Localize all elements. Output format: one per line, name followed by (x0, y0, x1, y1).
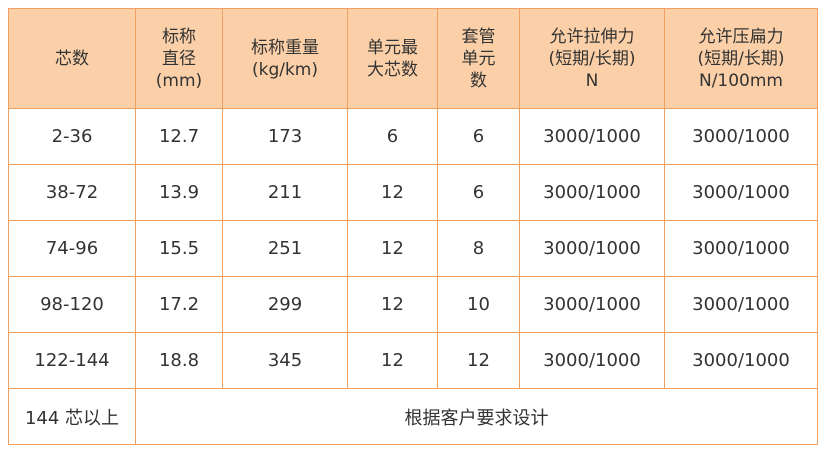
table-container: 芯数 标称 直径 (mm) 标称重量 (kg/km) 单元最 大芯数 套管 单元数允许拉伸力 (短期… (8, 8, 818, 445)
header-text: N (585, 70, 599, 91)
cell: 17.2 (135, 276, 223, 333)
cell: 10 (437, 276, 520, 333)
cell: 3000/1000 (664, 108, 818, 165)
cell: 74-96 (8, 220, 136, 277)
cell: 3000/1000 (519, 332, 665, 389)
header-text: 单元 (461, 48, 496, 69)
header-text: (mm) (155, 70, 203, 91)
cell: 2-36 (8, 108, 136, 165)
header-cell: 标称重量 (kg/km) (222, 8, 348, 109)
cell: 12 (347, 220, 438, 277)
data-row: 38-72 13.9 211 12 6 3000/1000 3000/1000 (8, 164, 818, 221)
cell: 6 (437, 164, 520, 221)
cell: 173 (222, 108, 348, 165)
cell: 38-72 (8, 164, 136, 221)
cell: 345 (222, 332, 348, 389)
cell: 299 (222, 276, 348, 333)
spec-table: 芯数 标称 直径 (mm) 标称重量 (kg/km) 单元最 大芯数 套管 单元数允许拉伸力 (短期… (8, 8, 818, 445)
cell: 12 (347, 164, 438, 221)
cell: 3000/1000 (519, 164, 665, 221)
cell: 144 芯以上 (8, 388, 136, 445)
header-text: (短期/长期) (548, 48, 636, 69)
cell: 15.5 (135, 220, 223, 277)
header-cell: 标称 直径 (mm) (135, 8, 223, 109)
cell: 3000/1000 (664, 276, 818, 333)
cell: 3000/1000 (664, 332, 818, 389)
cell: 12 (437, 332, 520, 389)
data-row: 74-96 15.5 251 12 8 3000/1000 3000/1000 (8, 220, 818, 277)
header-cell: 允许压扁力 (短期/长期) N/100mm (664, 8, 818, 109)
cell: 211 (222, 164, 348, 221)
cell: 13.9 (135, 164, 223, 221)
header-text: (kg/km) (251, 59, 319, 80)
cell: 12 (347, 332, 438, 389)
data-row: 122-144 18.8 345 12 12 3000/1000 3000/1000 (8, 332, 818, 389)
cell: 根据客户要求设计 (135, 388, 818, 445)
header-text: (短期/长期) (697, 48, 785, 69)
cell: 98-120 (8, 276, 136, 333)
cell: 122-144 (8, 332, 136, 389)
header-text: 允许压扁力 (698, 26, 784, 47)
header-text: 单元最 (367, 37, 418, 58)
cell: 3000/1000 (519, 276, 665, 333)
data-row: 2-36 12.7 173 6 6 3000/1000 3000/1000 (8, 108, 818, 165)
cell: 3000/1000 (664, 220, 818, 277)
cell: 12 (347, 276, 438, 333)
cell: 3000/1000 (664, 164, 818, 221)
header-text: 芯数 (55, 48, 89, 69)
header-text: 标称 (162, 26, 196, 47)
cell: 3000/1000 (519, 220, 665, 277)
header-text: N/100mm (698, 70, 783, 91)
header-cell: 单元最 大芯数 (347, 8, 438, 109)
header-text: 允许拉伸力 (549, 26, 635, 47)
header-cell: 套管 单元数 (437, 8, 520, 109)
header-text: 标称重量 (251, 37, 319, 58)
cell: 3000/1000 (519, 108, 665, 165)
cell: 6 (437, 108, 520, 165)
footer-row: 144 芯以上 根据客户要求设计 (8, 388, 818, 445)
cell: 251 (222, 220, 348, 277)
header-text: 数 (470, 70, 487, 91)
cell: 8 (437, 220, 520, 277)
cell: 12.7 (135, 108, 223, 165)
header-cell: 允许拉伸力 (短期/长期) N (519, 8, 665, 109)
header-text: 直径 (162, 48, 196, 69)
header-row: 芯数 标称 直径 (mm) 标称重量 (kg/km) 单元最 大芯数 套管 单元数允许拉伸力 (短期… (8, 8, 818, 109)
cell: 6 (347, 108, 438, 165)
cell: 18.8 (135, 332, 223, 389)
header-text: 大芯数 (367, 59, 418, 80)
header-text: 套管 (461, 26, 496, 47)
header-cell: 芯数 (8, 8, 136, 109)
data-row: 98-120 17.2 299 12 10 3000/1000 3000/1000 (8, 276, 818, 333)
